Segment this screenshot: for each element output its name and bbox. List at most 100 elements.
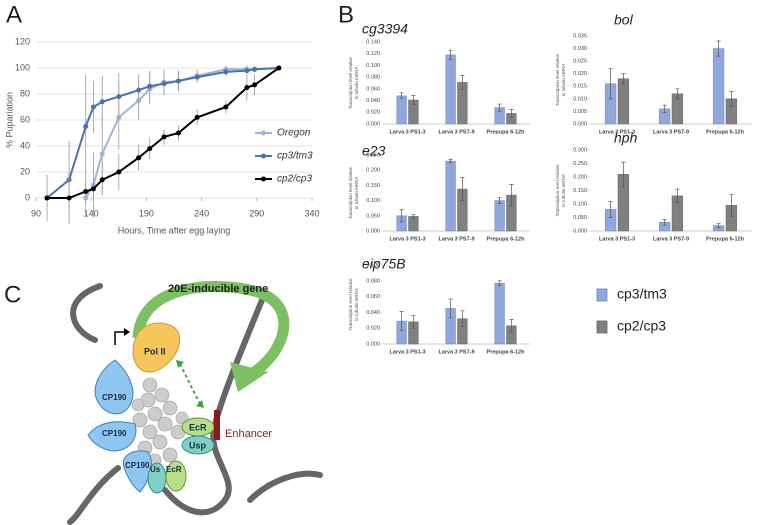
tss-arrow: [114, 331, 125, 345]
y-tick-label: 20: [20, 166, 30, 176]
point: [276, 65, 282, 71]
error-bar: [662, 219, 667, 226]
y-tick-label: 0.100: [366, 262, 380, 268]
y-axis-label: to tubulin mRNA: [354, 67, 359, 100]
chart-title: cg3394: [362, 21, 408, 37]
y-tick-label: 0.060: [366, 86, 380, 92]
error-bar: [497, 103, 502, 112]
x-tick-label: 190: [139, 208, 154, 218]
y-tick-label: 0.020: [573, 71, 587, 77]
y-axis-label: Transcription level relative: [348, 166, 353, 219]
y-tick-label: 0.000: [366, 121, 380, 127]
point: [44, 195, 50, 201]
point: [99, 177, 105, 183]
y-tick-label: 0.000: [366, 341, 380, 347]
y-tick-label: 120: [15, 36, 30, 46]
error-bar: [608, 68, 613, 100]
error-bar: [509, 184, 514, 207]
x-tick-label: 340: [304, 208, 319, 218]
legend-swatch: [596, 320, 608, 334]
point: [116, 94, 122, 100]
point: [244, 68, 250, 74]
x-tick-label: Larva 3 PS7-9: [438, 129, 474, 135]
error-bar: [411, 214, 416, 219]
x-tick-label: Larva 3 PS7-9: [438, 236, 474, 242]
point: [252, 82, 258, 88]
x-tick-label: 140: [84, 208, 99, 218]
error-bar: [460, 75, 465, 90]
point: [90, 104, 96, 110]
legend-label: cp2/cp3: [617, 318, 666, 334]
chart-title: hph: [614, 130, 638, 146]
y-tick-label: 0.250: [573, 161, 587, 167]
x-tick-label: Larva 3 PS1-3: [599, 236, 635, 242]
y-tick-label: 60: [20, 114, 30, 124]
point: [244, 85, 250, 90]
chart-title: e23: [362, 143, 386, 159]
point: [161, 134, 167, 140]
cp190: [87, 421, 137, 452]
point: [83, 189, 89, 194]
error-bar: [608, 200, 613, 218]
y-axis-label: Transcription level relative: [555, 164, 560, 217]
error-bar: [716, 40, 721, 57]
usp: [181, 435, 215, 455]
point: [136, 155, 142, 161]
bar: [408, 216, 419, 232]
legend-label: cp2/cp3: [277, 174, 312, 185]
y-axis-label: % Pupariation: [4, 92, 14, 148]
error-bar: [729, 194, 734, 217]
y-tick-label: 0.000: [573, 228, 587, 234]
tss-arrow-head: [124, 328, 130, 336]
legend-marker: [261, 153, 266, 159]
x-tick-label: 290: [249, 208, 264, 218]
line: [47, 67, 280, 199]
point: [161, 81, 167, 87]
point: [175, 130, 181, 136]
y-tick-label: 0.000: [366, 228, 380, 234]
y-tick-label: 0.100: [366, 63, 380, 69]
cp190-label: CP190: [102, 429, 127, 438]
pol-ii-label: Pol II: [144, 346, 166, 356]
chromatin: [67, 283, 323, 525]
legend-swatch: [596, 288, 608, 302]
point: [136, 87, 142, 93]
y-axis-label: Transcription level relative: [555, 53, 560, 106]
y-axis-label: to tubulin mRNA: [354, 288, 359, 321]
x-tick-label: Larva 3 PS7-9: [653, 129, 689, 135]
x-tick-label: 240: [194, 208, 209, 218]
y-tick-label: 0: [25, 192, 30, 202]
y-tick-label: 0.300: [573, 147, 587, 153]
y-tick-label: 0.100: [366, 198, 380, 204]
y-tick-label: 100: [15, 62, 30, 72]
bar: [712, 48, 725, 125]
error-bar: [662, 104, 667, 114]
cp190: [122, 450, 152, 493]
error-bar: [497, 280, 502, 286]
y-tick-label: 0.080: [366, 278, 380, 284]
error-bar: [448, 298, 453, 319]
error-bar: [460, 310, 465, 327]
y-tick-label: 0.010: [573, 96, 587, 102]
error-bar: [399, 209, 404, 223]
y-tick-label: 0.060: [366, 294, 380, 300]
y-axis-label: Transcription level relative: [348, 56, 353, 109]
interaction-head: [176, 360, 184, 368]
bar: [445, 160, 456, 232]
y-tick-label: 0.000: [573, 121, 587, 127]
cp190: [94, 359, 134, 415]
y-tick-label: 0.150: [366, 183, 380, 189]
legend-label: cp3/tm3: [277, 151, 313, 162]
point: [90, 186, 96, 192]
y-tick-label: 0.080: [366, 75, 380, 81]
x-tick-label: Prepupa 6-12h: [487, 236, 526, 242]
point: [194, 114, 200, 120]
arrow-head: [230, 362, 268, 392]
point: [66, 195, 72, 201]
y-tick-label: 0.030: [573, 46, 587, 52]
error-bar: [509, 319, 514, 333]
cp190-label: CP190: [125, 461, 150, 470]
y-axis-label: to tubulin mRNA: [561, 64, 566, 97]
y-tick-label: 0.040: [366, 310, 380, 316]
